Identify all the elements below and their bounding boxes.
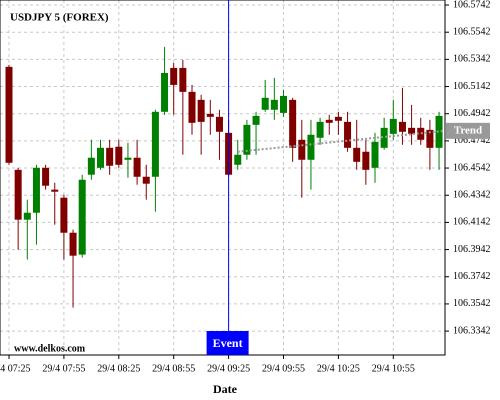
candle-body [115, 146, 123, 165]
event-label: Event [213, 336, 243, 350]
candle-body [344, 121, 352, 148]
x-tick-label: 29/4 08:25 [97, 363, 140, 374]
candle-body [435, 115, 443, 148]
x-tick-label: 29/4 08:55 [152, 363, 195, 374]
x-tick-label: 29/4 10:55 [372, 363, 415, 374]
candle-body [325, 119, 333, 123]
x-tick-label: 29/4 09:55 [262, 363, 305, 374]
candle-body [261, 97, 269, 110]
y-tick-label: 106.4142 [453, 217, 491, 228]
candle-body [307, 134, 315, 160]
candle-body [206, 113, 214, 117]
candle-body [362, 151, 370, 170]
x-tick-label: 29/4 09:25 [207, 363, 250, 374]
candle-body [215, 116, 223, 132]
candle-body [380, 127, 388, 148]
candle-body [42, 167, 50, 186]
candle-body [133, 157, 141, 177]
y-tick-label: 106.3542 [453, 298, 491, 309]
trend-label-bg [446, 122, 490, 139]
y-tick-label: 106.4542 [453, 162, 491, 173]
candle-body [389, 118, 397, 134]
watermark: www.delkos.com [14, 343, 86, 354]
candle-body [353, 147, 361, 162]
title-bg [6, 8, 102, 26]
y-tick-label: 106.3742 [453, 271, 491, 282]
candle-body [289, 99, 297, 148]
y-tick-label: 106.3942 [453, 244, 491, 255]
candle-body [151, 111, 159, 177]
candle-body [78, 179, 86, 255]
candle-body [87, 157, 95, 175]
candle-body [188, 91, 196, 123]
candle-body [398, 121, 406, 132]
event-label-bg [206, 331, 249, 355]
x-axis-title: Date [213, 382, 238, 396]
candle-body [32, 167, 40, 213]
y-tick-label: 106.5742 [453, 0, 491, 10]
candle-body [408, 127, 416, 134]
x-tick-label: 29/4 07:55 [42, 363, 85, 374]
candle-body [280, 95, 287, 113]
y-tick-label: 106.4942 [453, 108, 491, 119]
y-tick-label: 106.4342 [453, 190, 491, 201]
candle-body [97, 147, 104, 168]
candle-body [270, 99, 278, 110]
trend-line [237, 129, 446, 153]
marks [5, 46, 446, 308]
candle-body [51, 189, 59, 192]
candle-body [234, 154, 242, 165]
y-tick-label: 106.4742 [453, 135, 491, 146]
candle-body [179, 67, 187, 92]
candle-body [197, 99, 205, 122]
y-tick-label: 106.5342 [453, 54, 491, 65]
candle-body [426, 129, 434, 148]
candle-body [69, 232, 77, 256]
candle-body [161, 72, 169, 112]
candle-body [106, 147, 114, 166]
y-tick-label: 106.5142 [453, 81, 491, 92]
chart-title: USDJPY 5 (FOREX) [10, 12, 109, 24]
candle-body [142, 176, 150, 184]
x-tick-label: 29/4 10:25 [317, 363, 360, 374]
candle-body [243, 124, 251, 155]
candle-body [334, 116, 342, 121]
candle-body [23, 212, 31, 220]
candle-body [417, 127, 425, 140]
candle-body [5, 66, 13, 163]
trend-label: Trend [454, 124, 482, 136]
candle-body [316, 121, 324, 138]
candle-body [124, 157, 132, 160]
candle-body [371, 141, 379, 168]
candle-body [170, 67, 178, 85]
candle-body [60, 197, 68, 233]
candle-body [14, 169, 22, 220]
x-tick-label: 29/4 07:25 [0, 363, 31, 374]
candle-body [298, 139, 306, 160]
candle-body [252, 115, 260, 125]
y-tick-label: 106.5542 [453, 26, 491, 37]
y-tick-label: 106.3342 [453, 325, 491, 336]
